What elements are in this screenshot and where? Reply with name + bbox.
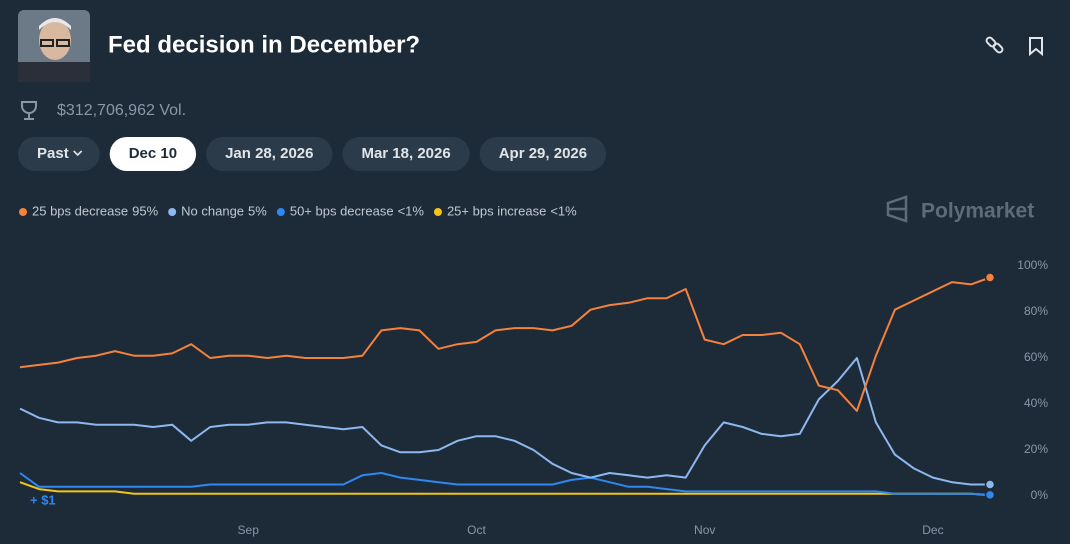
trophy-icon xyxy=(21,101,37,120)
series-line xyxy=(19,357,990,486)
series-line xyxy=(19,481,991,497)
legend-name: 25 bps decrease xyxy=(32,203,128,218)
title: Fed decision in December? xyxy=(108,31,420,58)
chevron[interactable] xyxy=(73,150,83,157)
legend-name: 25+ bps increase xyxy=(447,203,546,218)
y-tick-label: 80% xyxy=(1024,304,1048,318)
button-row: Past Dec 10 Jan 28, 2026 Mar 18, 2026 Apr 29… xyxy=(18,137,607,171)
end-dot xyxy=(984,272,996,283)
watermark: Polymarket xyxy=(886,195,1034,223)
legend-dot xyxy=(168,208,177,216)
legend-dot xyxy=(433,208,442,216)
y-tick-label: 100% xyxy=(1017,258,1048,272)
legend-dot xyxy=(19,208,27,216)
button-label[interactable]: Jan 28, 2026 xyxy=(225,145,313,162)
legend-name: 50+ bps decrease xyxy=(290,203,394,218)
y-tick-label: 60% xyxy=(1024,350,1048,364)
legend-dot xyxy=(276,208,285,216)
button-bg[interactable] xyxy=(18,137,100,171)
button-bg[interactable] xyxy=(479,137,607,171)
end-dot xyxy=(984,489,996,501)
y-tick-label: 20% xyxy=(1024,442,1048,456)
button-bg[interactable] xyxy=(342,137,470,171)
bookmark-icon[interactable] xyxy=(1029,37,1043,57)
legend-name: No change xyxy=(181,203,244,218)
button-label[interactable]: Mar 18, 2026 xyxy=(361,145,450,162)
series-line xyxy=(19,276,991,412)
link-icon[interactable] xyxy=(985,36,1004,54)
legend: 25 bps decrease 95% No change 5% 50+ bps dec… xyxy=(19,203,577,218)
button-label[interactable]: Dec 10 xyxy=(129,145,177,162)
plot: 0% 20% 40% 60% 80% 100% Sep Oct Nov Dec xyxy=(19,258,1049,537)
annotation: + $1 xyxy=(30,492,56,507)
tab-button[interactable]: Jan 28, 2026 xyxy=(206,137,333,171)
legend-value: 5% xyxy=(248,203,267,218)
x-tick-label: Sep xyxy=(238,523,260,537)
y-tick-label: 0% xyxy=(1031,488,1049,502)
legend-value: 95% xyxy=(132,203,158,218)
x-tick-label: Nov xyxy=(694,523,715,537)
tab-button[interactable]: Apr 29, 2026 xyxy=(479,137,607,171)
avatar xyxy=(18,10,90,82)
x-tick-label: Oct xyxy=(467,523,486,537)
x-tick-label: Dec xyxy=(922,523,943,537)
series-line xyxy=(19,472,991,496)
legend-value: <1% xyxy=(398,203,425,218)
legend-value: <1% xyxy=(550,203,577,218)
volume: $312,706,962 Vol. xyxy=(57,102,186,119)
end-dot xyxy=(984,479,996,490)
button-bg[interactable] xyxy=(206,137,333,171)
y-tick-label: 40% xyxy=(1024,396,1048,410)
button-label[interactable]: Apr 29, 2026 xyxy=(499,145,587,162)
tab-button[interactable]: Mar 18, 2026 xyxy=(342,137,470,171)
button-label[interactable]: Past xyxy=(37,145,69,162)
button-bg[interactable] xyxy=(109,137,197,171)
watermark-text: Polymarket xyxy=(921,200,1034,223)
tab-button[interactable]: Dec 10 xyxy=(109,137,197,171)
tab-button[interactable]: Past xyxy=(18,137,100,171)
